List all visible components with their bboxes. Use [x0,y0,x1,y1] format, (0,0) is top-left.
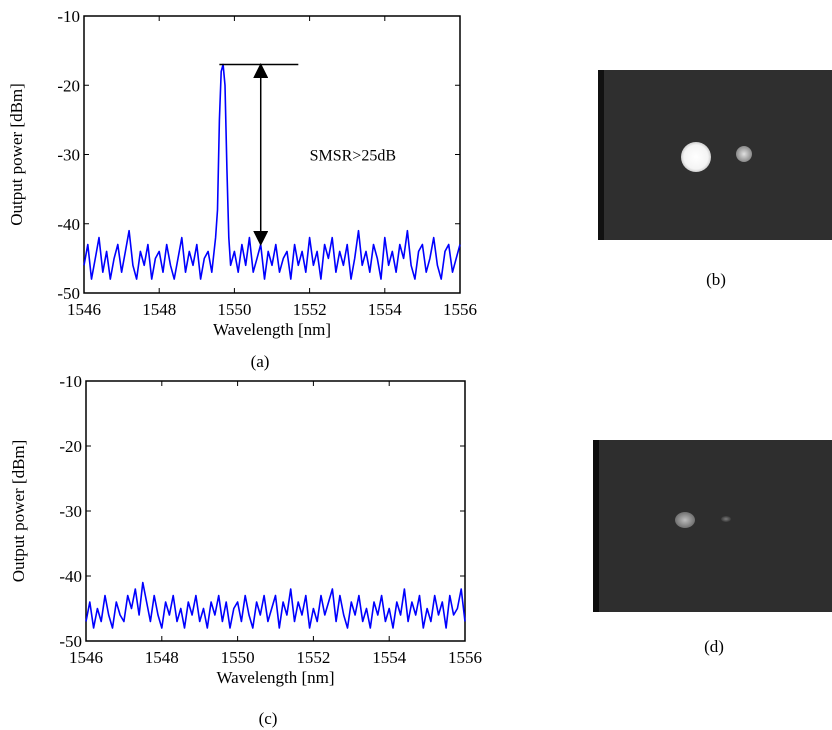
x-tick-label: 1548 [142,300,176,319]
photo-b-background [598,70,832,240]
panel-label-d: (d) [704,637,724,656]
y-tick-label: -20 [59,437,82,456]
y-tick-label: -40 [59,567,82,586]
chart-a: 1546 1548 1550 1552 1554 1556 -10 -20 -30 -40 -50 W… [7,7,477,339]
photo-d-spot-main [675,512,695,528]
y-tick-label: -10 [59,372,82,391]
y-tick-label: -30 [57,146,80,165]
x-tick-label: 1548 [145,648,179,667]
panel-label-b: (b) [706,270,726,289]
x-tick-label: 1554 [372,648,407,667]
x-tick-label: 1550 [217,300,251,319]
y-tick-label: -20 [57,76,80,95]
photo-d-background [593,440,832,612]
photo-d-spot-side [721,516,731,522]
x-tick-label: 1552 [293,300,327,319]
panel-label-a: (a) [251,352,270,371]
x-tick-label: 1552 [296,648,330,667]
photo-b-left-edge [598,70,604,240]
y-tick-label: -50 [59,632,82,651]
y-axis-label: Output power [dBm] [9,440,28,583]
x-tick-label: 1556 [443,300,477,319]
y-tick-label: -40 [57,215,80,234]
photo-d-left-edge [593,440,599,612]
photo-d [593,440,832,612]
chart-c: 1546 1548 1550 1552 1554 1556 -10 -20 -30 -40 -50 W… [9,372,482,687]
x-axis-label: Wavelength [nm] [216,668,334,687]
photo-b-spot-main [681,142,711,172]
series-line [83,63,461,280]
y-tick-label: -50 [57,284,80,303]
x-axis-label: Wavelength [nm] [213,320,331,339]
x-tick-label: 1546 [67,300,101,319]
photo-b-spot-side [736,146,752,162]
smsr-annotation: SMSR>25dB [310,148,396,165]
x-tick-label: 1550 [221,648,255,667]
photo-b [598,70,832,240]
y-tick-label: -30 [59,502,82,521]
y-tick-label: -10 [57,7,80,26]
x-tick-label: 1546 [69,648,103,667]
panel-label-c: (c) [259,709,278,728]
series-line [85,581,466,629]
y-axis-label: Output power [dBm] [7,83,26,226]
x-tick-label: 1554 [368,300,403,319]
x-tick-label: 1556 [448,648,482,667]
